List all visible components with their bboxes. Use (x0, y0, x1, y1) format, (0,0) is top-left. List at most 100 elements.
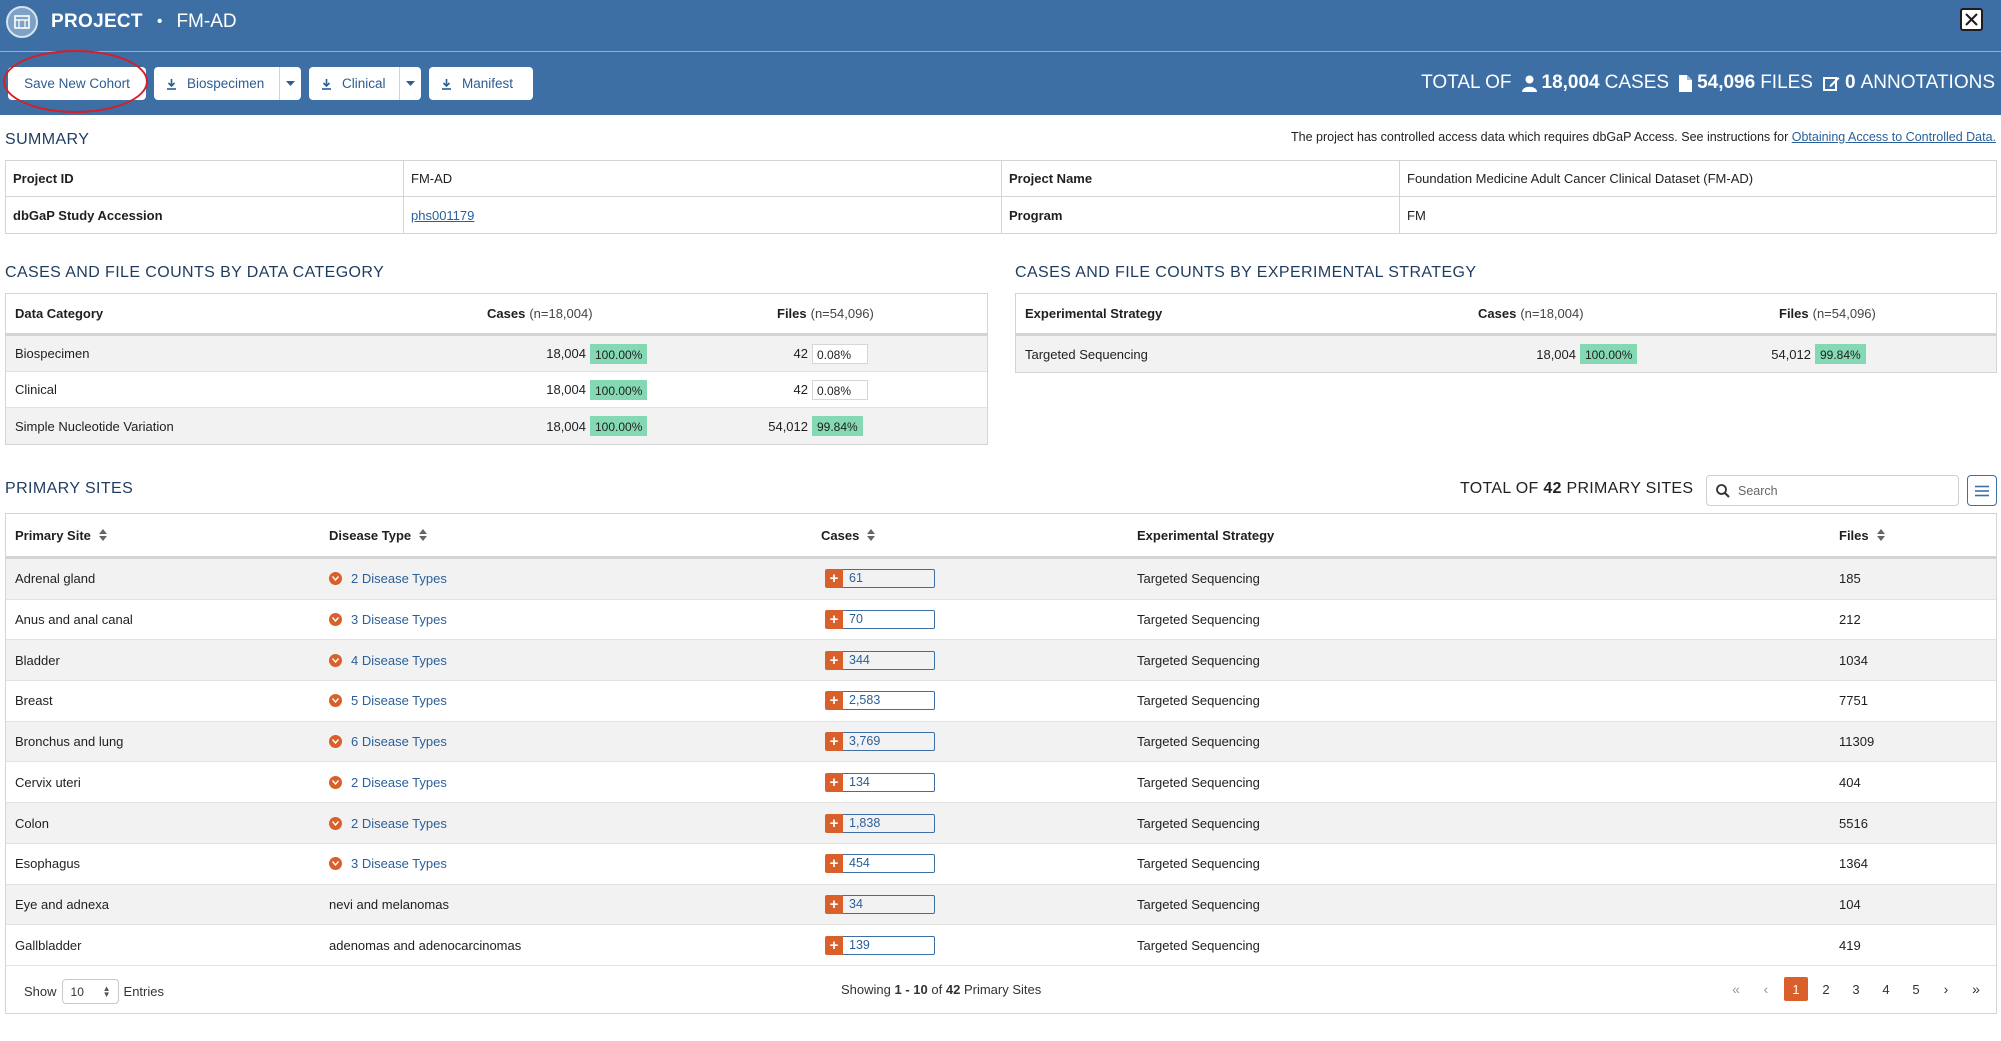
add-cases-control[interactable]: +3,769 (825, 732, 935, 752)
file-icon (1679, 74, 1693, 92)
totals-prefix: TOTAL OF (1421, 72, 1512, 93)
first-page-button[interactable]: « (1732, 981, 1740, 997)
col-cases: Cases (n=18,004) (1478, 306, 1584, 321)
cases-value-link[interactable]: 344 (843, 650, 935, 670)
page-title: PROJECT • FM-AD (51, 11, 237, 33)
page-button-1[interactable]: 1 (1784, 977, 1808, 1001)
add-cases-control[interactable]: +344 (825, 650, 935, 670)
dbgap-accession-link[interactable]: phs001179 (411, 207, 475, 223)
plus-icon[interactable]: + (825, 772, 843, 792)
cases-value-link[interactable]: 454 (843, 854, 935, 874)
cases-value-link[interactable]: 1,838 (843, 813, 935, 833)
prev-page-button[interactable]: ‹ (1763, 981, 1769, 997)
cases-value-link[interactable]: 134 (843, 772, 935, 792)
disease-type-cell: adenomas and adenocarcinomas (329, 925, 521, 965)
plus-icon[interactable]: + (825, 894, 843, 914)
plus-icon[interactable]: + (825, 610, 843, 630)
user-icon (1521, 75, 1537, 92)
table-row: Simple Nucleotide Variation 18,004 100.0… (6, 408, 987, 444)
files-count: 11309 (1839, 734, 1875, 750)
table-row: Colon 2 Disease Types +1,838 Targeted Seque… (6, 803, 1996, 844)
showing-summary: Showing 1 - 10 of 42 Primary Sites (841, 982, 1042, 997)
primary-site-name: Bladder (15, 652, 60, 668)
column-menu-button[interactable] (1967, 475, 1997, 506)
manifest-download-button[interactable]: Manifest (429, 67, 533, 100)
caret-down-icon[interactable] (279, 67, 301, 100)
cases-value-link[interactable]: 3,769 (843, 732, 935, 752)
col-files[interactable]: Files (1839, 514, 1885, 556)
add-cases-control[interactable]: +70 (825, 610, 935, 630)
files-count: 1364 (1839, 856, 1868, 872)
total-cases-label: CASES (1604, 72, 1670, 93)
page-button-3[interactable]: 3 (1852, 981, 1860, 997)
search-input[interactable] (1738, 483, 1938, 498)
files-count: 185 (1839, 571, 1861, 587)
cases-value-link[interactable]: 139 (843, 935, 935, 955)
files-count: 404 (1839, 774, 1861, 790)
cases-value-link[interactable]: 70 (843, 610, 935, 630)
title-row: PROJECT • FM-AD (0, 0, 2001, 52)
disease-types-link[interactable]: 6 Disease Types (329, 734, 447, 749)
add-cases-control[interactable]: +34 (825, 894, 935, 914)
add-cases-control[interactable]: +61 (825, 569, 935, 589)
add-cases-control[interactable]: +1,838 (825, 813, 935, 833)
plus-icon[interactable]: + (825, 732, 843, 752)
caret-down-icon[interactable] (399, 67, 421, 100)
col-primary-site[interactable]: Primary Site (15, 514, 107, 556)
col-disease-type[interactable]: Disease Type (329, 514, 428, 556)
biospecimen-download-button[interactable]: Biospecimen (154, 67, 301, 100)
strategy-cases: 18,004 (1536, 346, 1576, 362)
disease-types-link[interactable]: 2 Disease Types (329, 816, 447, 831)
edit-icon (1823, 75, 1840, 92)
page-size-select[interactable]: 10 ▲ ▼ (61, 979, 119, 1004)
col-cases[interactable]: Cases (821, 514, 876, 556)
access-link[interactable]: Obtaining Access to Controlled Data. (1791, 130, 1996, 144)
disease-types-label: 2 Disease Types (351, 571, 447, 587)
page-button-5[interactable]: 5 (1912, 981, 1920, 997)
strategy-files-pct: 99.84% (1811, 336, 1866, 372)
plus-icon[interactable]: + (825, 813, 843, 833)
plus-icon[interactable]: + (825, 691, 843, 711)
disease-types-link[interactable]: 4 Disease Types (329, 653, 447, 668)
strategy-files: 54,012 (1771, 346, 1811, 362)
plus-icon[interactable]: + (825, 935, 843, 955)
disease-type-cell: 3 Disease Types (329, 844, 447, 884)
disease-types-label: 3 Disease Types (351, 612, 447, 628)
title-separator: • (156, 13, 163, 30)
summary-label-project-id: Project ID (6, 161, 404, 197)
close-button[interactable] (1960, 8, 1983, 31)
cases-value-link[interactable]: 61 (843, 569, 935, 589)
disease-types-link[interactable]: 2 Disease Types (329, 775, 447, 790)
total-annotations-value: 0 (1845, 72, 1856, 93)
plus-icon[interactable]: + (825, 650, 843, 670)
cases-value-link[interactable]: 2,583 (843, 691, 935, 711)
col-files: Files (n=54,096) (1779, 306, 1876, 321)
total-cases-value: 18,004 (1541, 72, 1600, 93)
clinical-download-button[interactable]: Clinical (309, 67, 421, 100)
summary-label-project-name: Project Name (1002, 161, 1400, 197)
plus-icon[interactable]: + (825, 569, 843, 589)
cases-value-link[interactable]: 34 (843, 894, 935, 914)
cases-cell: +3,769 (825, 722, 935, 762)
summary-label-dbgap: dbGaP Study Accession (6, 197, 404, 233)
primary-site-name: Breast (15, 693, 53, 709)
add-cases-control[interactable]: +454 (825, 854, 935, 874)
add-cases-control[interactable]: +139 (825, 935, 935, 955)
disease-types-link[interactable]: 3 Disease Types (329, 856, 447, 871)
disease-type-text: adenomas and adenocarcinomas (329, 937, 522, 953)
table-row: Gallbladder adenomas and adenocarcinomas +… (6, 925, 1996, 966)
add-cases-control[interactable]: +134 (825, 772, 935, 792)
page-button-4[interactable]: 4 (1882, 981, 1890, 997)
search-field[interactable] (1706, 475, 1959, 506)
disease-type-cell: 6 Disease Types (329, 722, 447, 762)
disease-types-link[interactable]: 2 Disease Types (329, 571, 447, 586)
summary-heading: SUMMARY (5, 131, 90, 148)
disease-types-link[interactable]: 5 Disease Types (329, 693, 447, 708)
add-cases-control[interactable]: +2,583 (825, 691, 935, 711)
plus-icon[interactable]: + (825, 854, 843, 874)
experimental-strategy: Targeted Sequencing (1137, 693, 1260, 709)
disease-types-link[interactable]: 3 Disease Types (329, 612, 447, 627)
page-button-2[interactable]: 2 (1822, 981, 1830, 997)
next-page-button[interactable]: › (1943, 981, 1949, 997)
last-page-button[interactable]: » (1972, 981, 1980, 997)
